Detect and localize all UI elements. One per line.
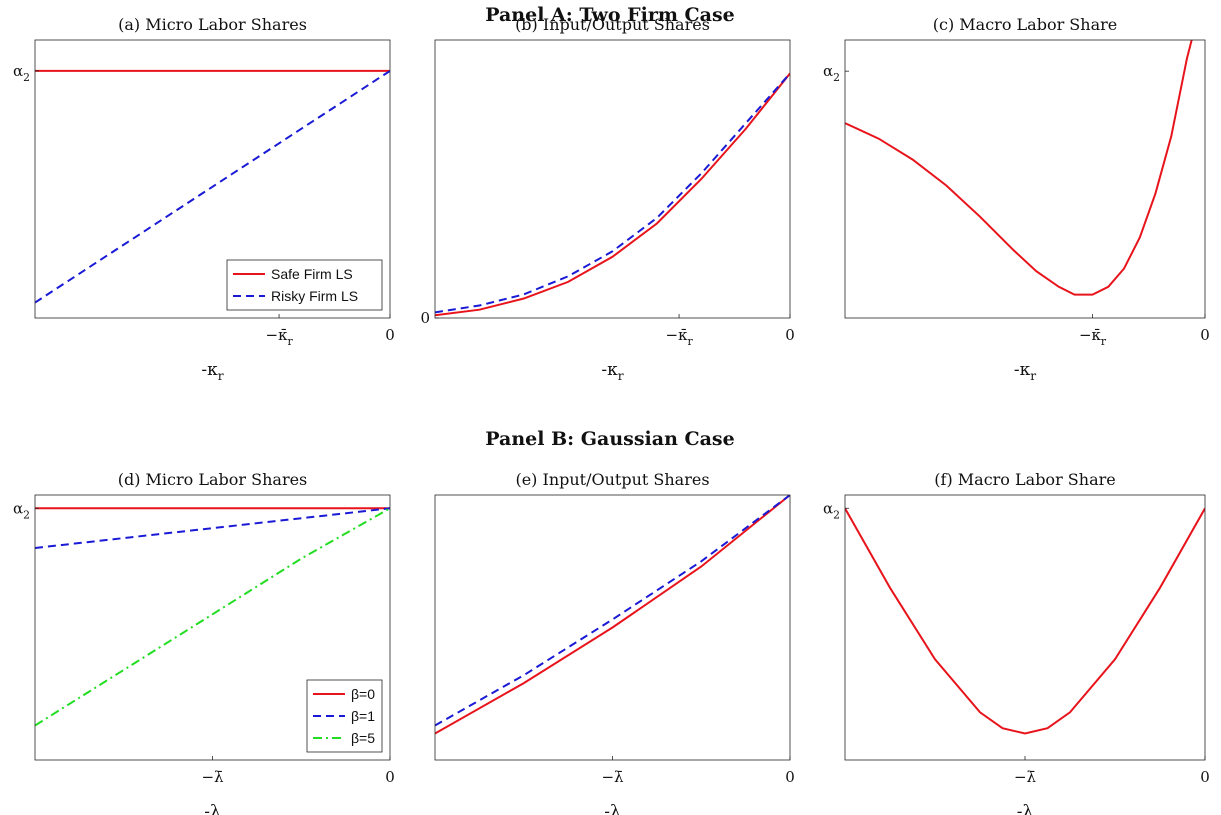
chart-f-xtick-label-0: −λ̄ xyxy=(1014,768,1037,786)
chart-b-title: (b) Input/Output Shares xyxy=(515,15,710,34)
chart-c-ytick-label-0: α2 xyxy=(823,62,840,84)
chart-d-ytick-label-0-sub: 2 xyxy=(23,508,30,521)
chart-a-xtick-label-1-main: 0 xyxy=(385,326,395,344)
chart-e-xtick-label-1: 0 xyxy=(785,768,795,786)
chart-a-xlabel-main: -κ xyxy=(201,360,218,380)
chart-f-title: (f) Macro Labor Share xyxy=(934,470,1115,489)
chart-c-axes-box xyxy=(844,39,1206,319)
chart-a-legend-label-0: Safe Firm LS xyxy=(271,266,353,282)
chart-d-legend-label-1: β=1 xyxy=(351,708,375,724)
chart-a-ytick-label-0: α2 xyxy=(13,62,30,84)
chart-f-ytick-label-0-main: α xyxy=(823,499,833,517)
chart-d-series-1 xyxy=(35,507,390,549)
chart-f-ytick-label-0: α2 xyxy=(823,499,840,521)
chart-b-xtick-label-0-main: −κ̄ xyxy=(666,326,689,344)
chart-c-xtick-label-0-sub: r xyxy=(1101,335,1107,348)
chart-c-xlabel-sub: r xyxy=(1030,369,1036,383)
chart-c-xlabel-main: -κ xyxy=(1014,360,1031,380)
chart-d-series-2 xyxy=(35,507,390,727)
chart-b-xlabel-sub: r xyxy=(618,369,624,383)
chart-b-xtick-label-0-sub: r xyxy=(687,335,693,348)
chart-b-ytick-label-0-main: 0 xyxy=(420,309,430,327)
chart-b-xlabel: -κr xyxy=(601,360,623,383)
chart-b-axes-box xyxy=(434,39,791,319)
chart-d-xtick-label-0-main: −λ̄ xyxy=(201,768,224,786)
chart-d-ytick-label-0: α2 xyxy=(13,499,30,521)
chart-a-xlabel: -κr xyxy=(201,360,223,383)
chart-e-xtick-label-1-main: 0 xyxy=(785,768,795,786)
chart-d-xtick-label-0: −λ̄ xyxy=(201,768,224,786)
chart-d-legend: β=0 β=1 β=5 xyxy=(306,679,383,753)
chart-d-xtick-label-1: 0 xyxy=(385,768,395,786)
chart-c-title: (c) Macro Labor Share xyxy=(933,15,1117,34)
chart-b-ytick-label-0: 0 xyxy=(420,309,430,327)
chart-d-legend-label-0: β=0 xyxy=(351,686,375,702)
chart-a-xtick-label-0-sub: r xyxy=(287,335,293,348)
chart-f-xtick-label-1-main: 0 xyxy=(1200,768,1210,786)
chart-f-axes-box xyxy=(844,494,1206,761)
chart-d: (d) Micro Labor Shares −λ̄ 0 α2 -λ β=0 β=1 β=5 xyxy=(13,470,395,815)
chart-a-xlabel-sub: r xyxy=(218,369,224,383)
chart-e-xtick-label-0-main: −λ̄ xyxy=(601,768,624,786)
chart-a-legend-box xyxy=(226,259,383,311)
chart-d-title: (d) Micro Labor Shares xyxy=(118,470,308,489)
chart-c-series-0 xyxy=(845,40,1193,296)
chart-c: (c) Macro Labor Share−κ̄r 0α2-κr xyxy=(823,15,1210,383)
panel-a-title: Panel A: Two Firm Case xyxy=(485,4,735,26)
chart-b-xtick-label-0: −κ̄r xyxy=(666,326,694,348)
chart-a-legend-label-1: Risky Firm LS xyxy=(271,288,358,304)
chart-d-xlabel: -λ xyxy=(204,802,221,815)
chart-e-xlabel: -λ xyxy=(604,802,621,815)
chart-a-ytick-label-0-sub: 2 xyxy=(23,71,30,84)
chart-b-xtick-label-1: 0 xyxy=(785,326,795,344)
chart-c-xtick-label-1: 0 xyxy=(1200,326,1210,344)
chart-f: (f) Macro Labor Share −λ̄ 0 α2 -λ xyxy=(823,470,1210,815)
chart-f-xtick-label-1: 0 xyxy=(1200,768,1210,786)
chart-a-title: (a) Micro Labor Shares xyxy=(118,15,307,34)
chart-f-series-0 xyxy=(845,507,1205,735)
chart-a-legend: Safe Firm LS Risky Firm LS xyxy=(226,259,383,311)
chart-b-series-1 xyxy=(435,72,790,314)
chart-e-xlabel-main: -λ xyxy=(604,802,621,815)
chart-a-xtick-label-0-main: −κ̄ xyxy=(266,326,289,344)
chart-b-xtick-label-1-main: 0 xyxy=(785,326,795,344)
chart-b-series-0 xyxy=(435,72,790,317)
chart-d-xtick-label-1-main: 0 xyxy=(385,768,395,786)
chart-c-xlabel: -κr xyxy=(1014,360,1036,383)
chart-c-xtick-label-0-main: −κ̄ xyxy=(1079,326,1102,344)
chart-c-xtick-label-0: −κ̄r xyxy=(1079,326,1107,348)
chart-a-xtick-label-0: −κ̄r xyxy=(266,326,294,348)
chart-b-xlabel-main: -κ xyxy=(601,360,618,380)
chart-a-xtick-label-1: 0 xyxy=(385,326,395,344)
chart-d-legend-label-2: β=5 xyxy=(351,730,375,746)
chart-c-ytick-label-0-sub: 2 xyxy=(833,71,840,84)
chart-a-ytick-label-0-main: α xyxy=(13,62,23,80)
chart-a-axes-box xyxy=(34,39,391,319)
chart-f-xlabel-main: -λ xyxy=(1017,802,1034,815)
chart-e: (e) Input/Output Shares −λ̄ 0 -λ xyxy=(434,470,795,815)
chart-f-ytick-label-0-sub: 2 xyxy=(833,508,840,521)
chart-e-title: (e) Input/Output Shares xyxy=(515,470,709,489)
chart-c-xtick-label-1-main: 0 xyxy=(1200,326,1210,344)
chart-f-xlabel: -λ xyxy=(1017,802,1034,815)
chart-e-series-1 xyxy=(435,495,790,727)
chart-e-series-0 xyxy=(435,495,790,735)
chart-c-ytick-label-0-main: α xyxy=(823,62,833,80)
chart-f-xtick-label-0-main: −λ̄ xyxy=(1014,768,1037,786)
chart-b: (b) Input/Output Shares−κ̄r 00-κr xyxy=(420,15,794,383)
chart-e-xtick-label-0: −λ̄ xyxy=(601,768,624,786)
panel-b-title: Panel B: Gaussian Case xyxy=(485,428,734,450)
chart-d-ytick-label-0-main: α xyxy=(13,499,23,517)
chart-a-series-1 xyxy=(35,70,390,304)
chart-d-xlabel-main: -λ xyxy=(204,802,221,815)
